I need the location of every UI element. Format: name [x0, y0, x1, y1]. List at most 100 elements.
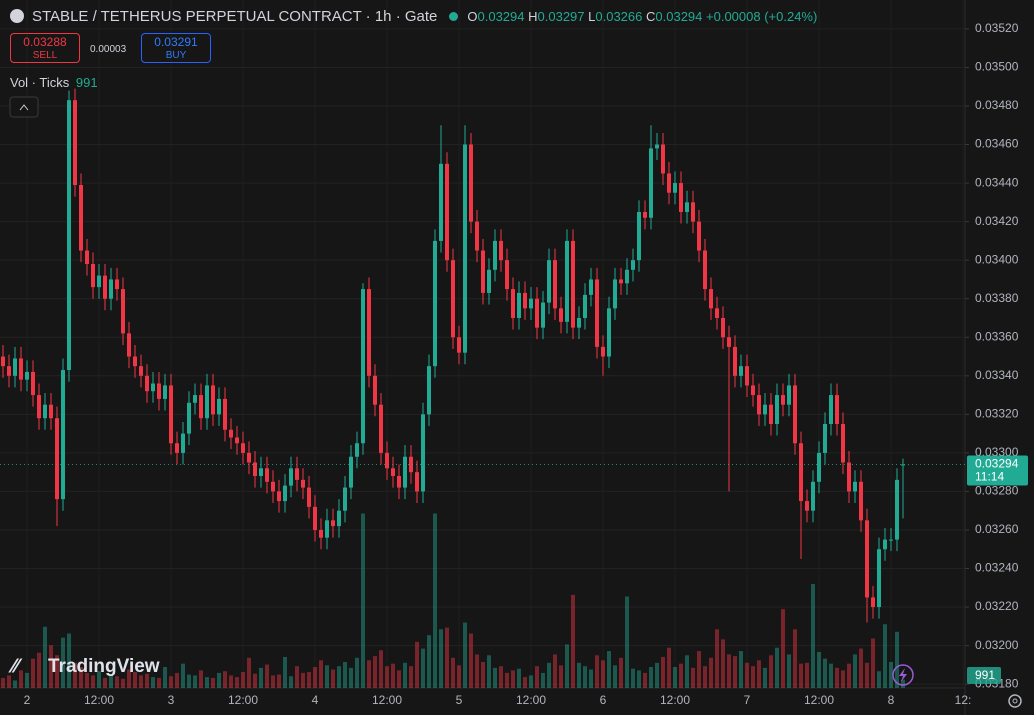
candle-body	[49, 404, 53, 419]
spread: 0.00003	[90, 44, 127, 55]
volume-bar	[37, 652, 41, 688]
candle-body	[487, 269, 491, 293]
candle-body	[667, 173, 671, 193]
buy-price: 0.03291	[154, 35, 198, 49]
volume-bar	[85, 672, 89, 688]
candle-body	[157, 383, 161, 399]
candle-body	[349, 456, 353, 488]
ohlc-label: H	[528, 8, 538, 24]
candle-body	[589, 279, 593, 295]
y-tick-label: 0.03240	[975, 561, 1019, 575]
candle-body	[733, 346, 737, 376]
candle-body	[775, 395, 779, 424]
volume-bar	[829, 663, 833, 688]
candle-body	[673, 183, 677, 193]
volume-bar	[541, 672, 545, 688]
x-tick-label: 12:	[955, 693, 972, 707]
candle-body	[565, 240, 569, 322]
candle-body	[319, 529, 323, 538]
candle-body	[199, 395, 203, 419]
candle-body	[91, 264, 95, 288]
y-tick-label: 0.03220	[975, 599, 1019, 613]
volume-bar	[415, 641, 419, 688]
candle-body	[289, 468, 293, 486]
volume-bar	[25, 672, 29, 688]
volume-layer	[1, 513, 905, 688]
candle-body	[409, 456, 413, 473]
x-tick-label: 12:00	[84, 693, 114, 707]
volume-bar	[73, 662, 77, 688]
candle-body	[61, 370, 65, 500]
sell-button[interactable]: 0.03288 SELL	[10, 33, 80, 63]
candle-body	[637, 211, 641, 261]
candle-body	[367, 289, 371, 376]
candle-body	[853, 481, 857, 492]
candle-body	[619, 279, 623, 284]
alert-icon[interactable]	[892, 664, 914, 686]
volume-bar	[487, 655, 491, 688]
candle-body	[37, 395, 41, 419]
volume-bar	[103, 677, 107, 688]
candle-body	[547, 260, 551, 303]
volume-bar	[229, 675, 233, 688]
candle-body	[373, 375, 377, 405]
candle-body	[217, 398, 221, 415]
volume-bar	[307, 672, 311, 688]
collapse-button[interactable]	[9, 96, 39, 118]
candle-body	[211, 385, 215, 415]
volume-bar	[211, 677, 215, 688]
volume-bar	[421, 648, 425, 688]
candle-body	[865, 520, 869, 598]
candle-body	[661, 144, 665, 174]
volume-bar	[703, 666, 707, 688]
volume-bar	[493, 667, 497, 688]
volume-bar	[841, 670, 845, 688]
x-tick-label: 7	[744, 693, 751, 707]
candle-body	[805, 501, 809, 511]
candle-body	[607, 308, 611, 357]
candle-body	[769, 404, 773, 424]
volume-bar	[793, 629, 797, 688]
candle-body	[265, 468, 269, 482]
candle-body	[877, 549, 881, 608]
candle-body	[427, 366, 431, 415]
volume-bar	[601, 660, 605, 688]
ohlc-value: 0.03294	[477, 8, 525, 24]
volume-bar	[391, 663, 395, 688]
volume-bar	[373, 656, 377, 688]
volume-bar	[757, 660, 761, 688]
candle-body	[613, 279, 617, 309]
candle-body	[43, 404, 47, 419]
candle-body	[721, 317, 725, 338]
volume-tag	[967, 667, 1001, 684]
last-price-label: 0.03294	[975, 457, 1019, 471]
candle-body	[511, 289, 515, 318]
volume-bar	[175, 672, 179, 688]
header: STABLE / TETHERUS PERPETUAL CONTRACT · 1…	[0, 6, 817, 26]
volume-bar	[553, 654, 557, 688]
volume-bar	[463, 622, 467, 688]
settings-icon[interactable]	[1008, 694, 1022, 708]
volume-bar	[445, 627, 449, 688]
y-tick-label: 0.03520	[975, 21, 1019, 35]
buy-button[interactable]: 0.03291 BUY	[141, 33, 211, 63]
candle-body	[229, 429, 233, 438]
volume-bar	[721, 639, 725, 688]
x-tick-label: 8	[888, 693, 895, 707]
volume-bar	[535, 666, 539, 688]
candle-body	[247, 452, 251, 463]
volume-bar	[649, 667, 653, 688]
y-tick-label: 0.03500	[975, 60, 1019, 74]
candle-body	[823, 423, 827, 453]
candle-body	[337, 510, 341, 527]
y-tick-label: 0.03460	[975, 137, 1019, 151]
candle-body	[583, 294, 587, 318]
volume-bar	[847, 663, 851, 688]
volume-bar	[853, 654, 857, 688]
candle-body	[139, 366, 143, 376]
candle-body	[697, 221, 701, 251]
y-tick-label: 0.03280	[975, 484, 1019, 498]
volume-bar	[157, 677, 161, 688]
ohlc-label: L	[588, 8, 596, 24]
volume-bar	[589, 669, 593, 688]
